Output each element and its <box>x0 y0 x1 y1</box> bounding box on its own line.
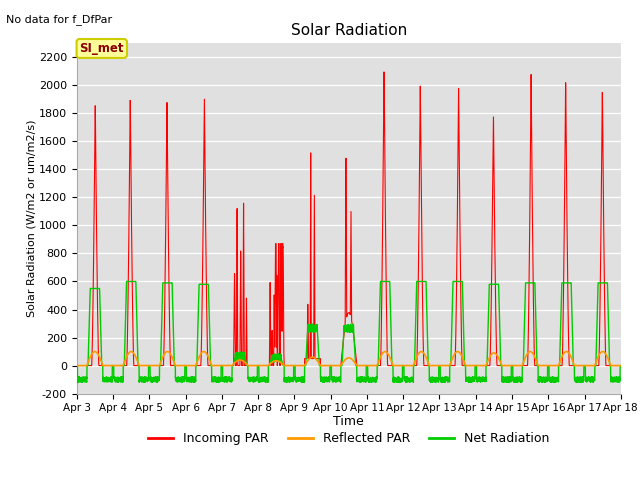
Legend: Incoming PAR, Reflected PAR, Net Radiation: Incoming PAR, Reflected PAR, Net Radiati… <box>143 427 554 450</box>
Y-axis label: Solar Radiation (W/m2 or um/m2/s): Solar Radiation (W/m2 or um/m2/s) <box>26 120 36 317</box>
Title: Solar Radiation: Solar Radiation <box>291 23 407 38</box>
X-axis label: Time: Time <box>333 415 364 428</box>
Text: No data for f_DfPar: No data for f_DfPar <box>6 14 113 25</box>
Text: SI_met: SI_met <box>79 42 124 55</box>
